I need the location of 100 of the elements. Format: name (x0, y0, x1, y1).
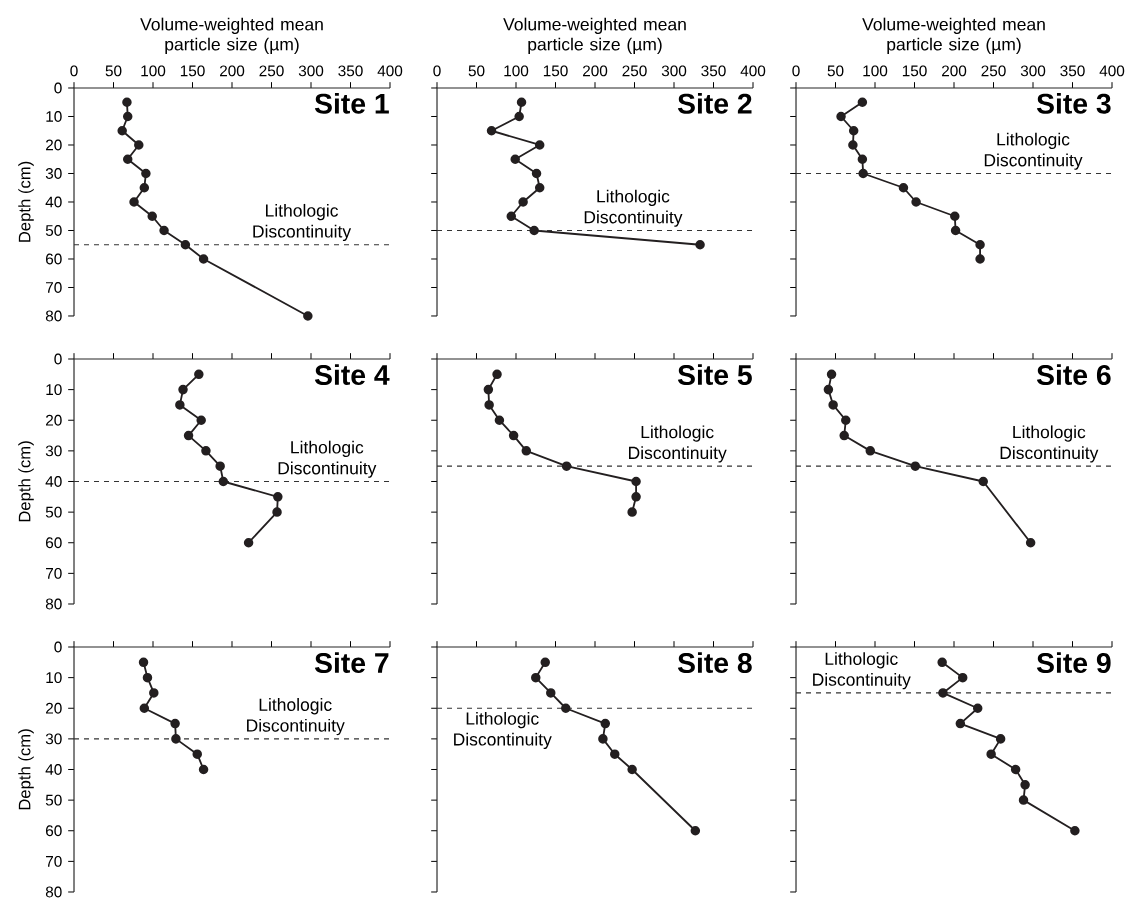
ref-line-label: Lithologic Discontinuity (253, 203, 352, 242)
x-tick-label: 250 (981, 65, 1006, 77)
point (518, 197, 528, 207)
chart-title: Site 9 (1036, 652, 1111, 674)
point (911, 197, 921, 207)
point (139, 182, 150, 193)
point (1070, 826, 1080, 836)
y-tick-label: 50 (45, 794, 62, 806)
point (598, 734, 608, 744)
point (215, 461, 225, 471)
point (627, 507, 637, 517)
point (540, 657, 550, 668)
point (828, 400, 838, 410)
x-tick-label: 250 (622, 65, 647, 77)
chart-title: Site 4 (314, 364, 390, 386)
ref-line-label: Lithologic Discontinuity (278, 440, 377, 478)
chart-title: Site 7 (314, 652, 389, 674)
y-axis-title: Depth (cm) (18, 161, 34, 242)
y-tick-label: 30 (45, 445, 62, 457)
x-tick-label: 50 (105, 65, 122, 77)
ref-line-label: Lithologic Discontinuity (984, 132, 1083, 170)
x-tick-label: 0 (792, 65, 800, 77)
point (273, 492, 283, 502)
y-tick-label: 40 (45, 764, 62, 775)
point (180, 239, 191, 250)
x-tick-label: 350 (1060, 65, 1085, 77)
point (178, 384, 188, 395)
point (857, 97, 868, 107)
y-tick-label: 20 (46, 139, 62, 151)
point (839, 430, 849, 441)
x-tick-label: 150 (902, 65, 927, 77)
point (175, 400, 185, 410)
point (561, 461, 572, 471)
y-tick-label: 10 (46, 111, 62, 122)
point (975, 254, 985, 264)
chart-title: Site 1 (314, 92, 389, 114)
point (484, 400, 494, 410)
point (898, 182, 909, 193)
x-tick-label: 200 (220, 65, 245, 77)
chart-title: Site 5 (677, 364, 752, 386)
x-tick-label: 300 (298, 65, 324, 77)
point (516, 97, 527, 107)
point (995, 734, 1006, 744)
x-tick-label: 300 (661, 65, 687, 77)
point (243, 537, 254, 548)
x-tick-label: 200 (942, 65, 967, 77)
point (531, 168, 542, 179)
point (510, 154, 520, 164)
point (149, 688, 159, 698)
point (531, 672, 541, 683)
x-tick-label: 400 (1099, 65, 1125, 77)
point (529, 225, 539, 236)
point (986, 749, 996, 759)
point (937, 657, 947, 668)
point (957, 672, 968, 683)
point (506, 211, 517, 221)
point (147, 211, 157, 221)
point (196, 415, 206, 425)
point (303, 311, 313, 321)
point (975, 239, 985, 250)
point (122, 97, 132, 107)
y-tick-label: 0 (54, 353, 62, 365)
y-tick-label: 30 (45, 733, 62, 745)
point (122, 154, 133, 164)
point (823, 384, 834, 395)
point (1025, 537, 1036, 548)
y-tick-label: 30 (45, 168, 62, 179)
x-tick-label: 150 (543, 65, 568, 77)
point (183, 430, 194, 441)
point (534, 182, 545, 193)
point (561, 703, 571, 713)
point (972, 703, 983, 713)
x-tick-label: 300 (1020, 65, 1046, 77)
chart-title: Site 6 (1036, 364, 1111, 386)
point (857, 154, 868, 164)
y-tick-label: 20 (46, 414, 62, 426)
point (194, 369, 204, 380)
point (848, 125, 859, 136)
point (848, 140, 858, 150)
y-tick-label: 60 (46, 253, 62, 265)
x-tick-label: 400 (377, 65, 403, 77)
point (494, 415, 505, 425)
y-tick-label: 60 (46, 537, 62, 549)
x-axis-title: Volume-weighted mean particle size (µm) (140, 17, 323, 54)
point (141, 168, 151, 179)
point (690, 826, 701, 836)
point (841, 415, 851, 425)
x-axis-title: Volume-weighted mean particle size (µm) (503, 17, 686, 54)
x-tick-label: 0 (70, 65, 78, 77)
point (938, 688, 948, 698)
y-tick-label: 10 (46, 672, 62, 684)
ref-line-label: Lithologic Discontinuity (629, 425, 727, 463)
point (129, 197, 139, 207)
y-tick-label: 70 (46, 567, 62, 579)
point (610, 749, 620, 759)
ref-line-label: Lithologic Discontinuity (247, 698, 345, 736)
point (950, 225, 961, 236)
y-tick-label: 70 (46, 855, 62, 867)
point (170, 718, 180, 729)
y-tick-label: 80 (45, 310, 62, 322)
